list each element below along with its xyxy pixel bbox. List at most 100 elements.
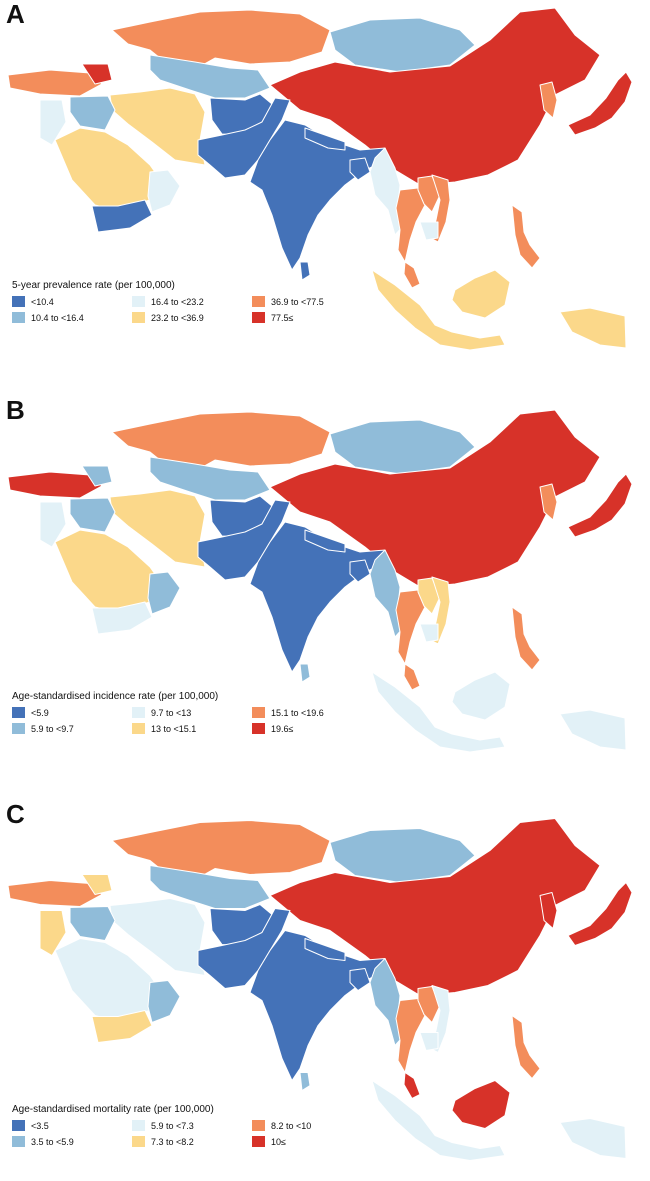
region-borneo xyxy=(451,671,511,721)
region-philippines xyxy=(511,1015,541,1079)
region-malaysia xyxy=(403,663,421,691)
region-korea xyxy=(539,892,558,929)
region-bangladesh xyxy=(349,157,371,181)
region-papua xyxy=(559,307,627,349)
legend: Age-standardised incidence rate (per 100… xyxy=(12,691,352,734)
legend-label: <10.4 xyxy=(31,296,54,307)
region-caucasus xyxy=(81,874,113,895)
region-philippines xyxy=(511,204,541,269)
legend-item: 16.4 to <23.2 xyxy=(132,296,252,307)
region-sri-lanka xyxy=(299,261,311,281)
region-indonesia xyxy=(371,671,506,753)
mortality-map xyxy=(7,818,633,1161)
region-indonesia xyxy=(371,1080,506,1161)
region-pakistan xyxy=(197,97,291,179)
region-papua xyxy=(559,1118,627,1159)
incidence-map xyxy=(7,409,633,753)
region-papua xyxy=(559,709,627,751)
legend-item: 23.2 to <36.9 xyxy=(132,312,252,323)
legend: Age-standardised mortality rate (per 100… xyxy=(12,1104,352,1147)
legend-swatch xyxy=(252,296,265,307)
legend-label: 9.7 to <13 xyxy=(151,707,192,718)
region-central-asia xyxy=(149,865,271,909)
region-saudi xyxy=(54,127,163,211)
region-levant xyxy=(39,501,67,548)
legend-swatch xyxy=(132,1136,145,1147)
legend-label: 5.9 to <9.7 xyxy=(31,723,74,734)
region-mongolia xyxy=(329,17,476,73)
legend-swatch xyxy=(12,312,25,323)
region-yemen xyxy=(91,1010,153,1043)
region-philippines xyxy=(511,606,541,671)
legend-swatch xyxy=(132,723,145,734)
region-bangladesh xyxy=(349,559,371,583)
region-cambodia xyxy=(419,221,439,241)
legend-label: 10≤ xyxy=(271,1136,286,1147)
region-japan xyxy=(567,71,633,136)
legend-label: 19.6≤ xyxy=(271,723,294,734)
region-levant xyxy=(39,910,67,956)
region-sri-lanka xyxy=(299,663,311,683)
legend-item: 5.9 to <9.7 xyxy=(12,723,132,734)
legend-swatch xyxy=(252,1120,265,1131)
region-levant xyxy=(39,99,67,146)
legend-swatch xyxy=(132,296,145,307)
legend-swatch xyxy=(12,1120,25,1131)
region-iraq xyxy=(69,497,116,533)
legend-title: 5-year prevalence rate (per 100,000) xyxy=(12,280,175,291)
legend-item: 10≤ xyxy=(252,1136,352,1147)
region-japan xyxy=(567,882,633,946)
legend-swatch xyxy=(132,1120,145,1131)
legend-item: 10.4 to <16.4 xyxy=(12,312,132,323)
region-india xyxy=(249,930,389,1081)
legend-swatch xyxy=(12,1136,25,1147)
legend-label: 7.3 to <8.2 xyxy=(151,1136,194,1147)
legend-swatch xyxy=(12,707,25,718)
region-saudi xyxy=(54,529,163,613)
legend-label: 10.4 to <16.4 xyxy=(31,312,84,323)
region-kazakhstan xyxy=(111,411,331,475)
region-borneo xyxy=(451,1080,511,1129)
legend-title: Age-standardised incidence rate (per 100… xyxy=(12,691,219,702)
region-nepal xyxy=(304,529,346,553)
legend-item: <3.5 xyxy=(12,1120,132,1131)
region-central-asia xyxy=(149,456,271,501)
legend-swatch xyxy=(12,723,25,734)
region-oman xyxy=(147,169,181,213)
legend-item: 3.5 to <5.9 xyxy=(12,1136,132,1147)
legend-label: 77.5≤ xyxy=(271,312,294,323)
region-malaysia xyxy=(403,261,421,289)
region-nepal xyxy=(304,938,346,961)
region-yemen xyxy=(91,199,153,233)
region-turkey xyxy=(7,880,103,907)
region-nepal xyxy=(304,127,346,151)
legend-label: 36.9 to <77.5 xyxy=(271,296,324,307)
legend-item: 5.9 to <7.3 xyxy=(132,1120,252,1131)
legend-label: 13 to <15.1 xyxy=(151,723,197,734)
legend-item: 9.7 to <13 xyxy=(132,707,252,718)
region-caucasus xyxy=(81,63,113,85)
legend-label: 16.4 to <23.2 xyxy=(151,296,204,307)
region-iraq xyxy=(69,906,116,941)
region-saudi xyxy=(54,938,163,1021)
panel-c: C Age-standardised mortality rate (per 1… xyxy=(0,800,650,1181)
legend-swatch xyxy=(252,312,265,323)
panel-b: B Age-standardised incidence rate (per 1… xyxy=(0,396,650,768)
legend-title: Age-standardised mortality rate (per 100… xyxy=(12,1104,214,1115)
prevalence-map xyxy=(7,7,633,351)
legend-swatch xyxy=(252,707,265,718)
region-india xyxy=(249,119,389,271)
region-myanmar xyxy=(369,147,405,236)
region-sri-lanka xyxy=(299,1072,311,1091)
region-caucasus xyxy=(81,465,113,487)
region-central-asia xyxy=(149,54,271,99)
legend-swatch xyxy=(252,723,265,734)
panel-letter: B xyxy=(6,395,25,425)
legend-item: 15.1 to <19.6 xyxy=(252,707,352,718)
legend-label: 3.5 to <5.9 xyxy=(31,1136,74,1147)
region-myanmar xyxy=(369,958,405,1046)
region-kazakhstan xyxy=(111,820,331,883)
legend-item: 13 to <15.1 xyxy=(132,723,252,734)
legend-label: 5.9 to <7.3 xyxy=(151,1120,194,1131)
legend-item: 7.3 to <8.2 xyxy=(132,1136,252,1147)
